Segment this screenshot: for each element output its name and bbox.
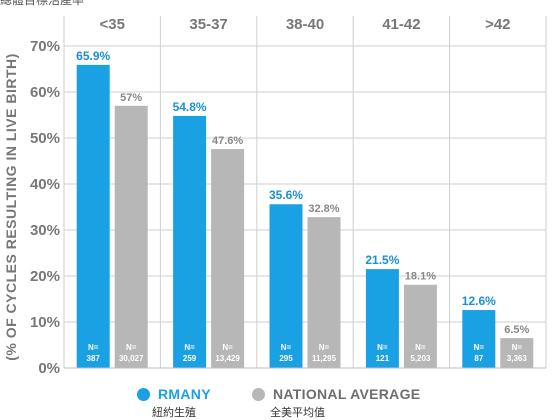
bar-value-label: 57%	[120, 92, 142, 104]
legend-item-rmany: RMANY	[137, 386, 211, 402]
legend-label-national-average: NATIONAL AVERAGE	[273, 386, 421, 402]
bar-rmany	[269, 204, 303, 368]
top-caption: 總體目標活產率	[0, 0, 85, 7]
y-tick-label: 0%	[38, 360, 60, 377]
bar-n-value: 87	[474, 354, 483, 363]
legend-item-national-average: NATIONAL AVERAGE	[252, 386, 420, 402]
bar-n-value: 30,027	[119, 354, 144, 363]
category-label: 35-37	[189, 16, 227, 33]
y-tick-label: 20%	[30, 268, 60, 285]
legend-sublabel-national-average: 全美平均值	[270, 406, 325, 419]
bar-n-prefix: N=	[88, 343, 99, 352]
bar-rmany	[365, 269, 399, 368]
bar-n-value: 13,429	[215, 354, 240, 363]
bar-n-prefix: N=	[415, 343, 426, 352]
category-label: <35	[99, 16, 124, 33]
bar-value-label: 54.8%	[173, 100, 207, 114]
bar-rmany	[462, 310, 496, 368]
category-label: 41-42	[382, 16, 420, 33]
bar-n-prefix: N=	[474, 343, 485, 352]
y-tick-label: 10%	[30, 314, 60, 331]
bar-chart: 0% 10% 20% 30% 40% 50% 60% 70% (% OF CYCLES RESU…	[3, 16, 547, 377]
bar-n-value: 3,363	[507, 354, 528, 363]
bar-n-prefix: N=	[319, 343, 330, 352]
bar-value-label: 18.1%	[405, 271, 436, 283]
bar-national-average	[500, 338, 534, 368]
bar-value-label: 6.5%	[504, 324, 529, 336]
bar-rmany	[173, 115, 207, 368]
bar-national-average	[403, 284, 437, 368]
bar-n-value: 121	[376, 354, 390, 363]
bar-n-value: 295	[279, 354, 293, 363]
bar-value-label: 32.8%	[308, 203, 339, 215]
legend-label-rmany: RMANY	[158, 386, 211, 402]
bar-n-prefix: N=	[512, 343, 523, 352]
y-tick-label: 40%	[30, 176, 60, 193]
bar-national-average	[114, 105, 148, 369]
y-tick-label: 60%	[30, 84, 60, 101]
bar-n-value: 5,203	[410, 354, 431, 363]
bar-n-prefix: N=	[126, 343, 137, 352]
legend-sublabel-rmany: 紐約生殖	[152, 406, 196, 419]
bar-n-prefix: N=	[184, 343, 195, 352]
bar-n-value: 387	[87, 354, 101, 363]
bar-value-label: 65.9%	[76, 49, 110, 63]
legend-swatch-rmany	[137, 387, 150, 401]
bar-n-prefix: N=	[222, 343, 233, 352]
category-header-band	[64, 16, 546, 36]
y-tick-label: 70%	[30, 38, 60, 55]
y-axis-title: (% OF CYCLES RESULTING IN LIVE BIRTH)	[3, 53, 19, 361]
bar-value-label: 35.6%	[269, 188, 303, 202]
y-tick-label: 30%	[30, 222, 60, 239]
bar-n-value: 259	[183, 354, 197, 363]
category-label: >42	[485, 16, 510, 33]
bar-n-prefix: N=	[377, 343, 388, 352]
category-label: 38-40	[286, 16, 324, 33]
bar-n-value: 11,295	[312, 354, 337, 363]
bar-national-average	[211, 149, 245, 368]
bar-value-label: 21.5%	[365, 253, 399, 267]
y-tick-label: 50%	[30, 130, 60, 147]
bar-value-label: 47.6%	[212, 135, 243, 147]
legend-swatch-national-average	[252, 387, 265, 401]
legend: RMANY 紐約生殖 NATIONAL AVERAGE 全美平均值	[0, 384, 552, 419]
bar-national-average	[307, 217, 341, 368]
bar-rmany	[76, 64, 110, 369]
bar-n-prefix: N=	[281, 343, 292, 352]
bar-value-label: 12.6%	[462, 294, 496, 308]
